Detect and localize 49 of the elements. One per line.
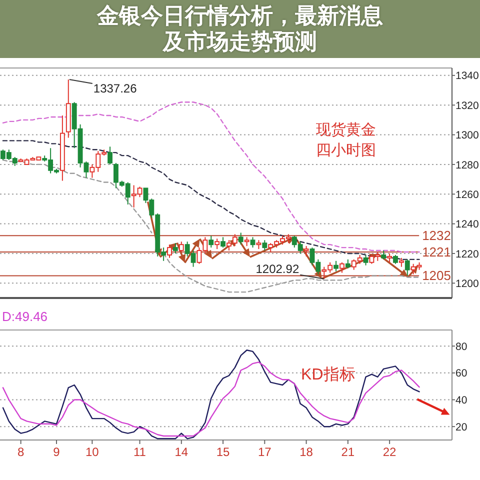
- candlestick: [340, 262, 344, 274]
- candlestick: [363, 254, 368, 266]
- y-tick-label: 1220: [456, 248, 480, 260]
- y-tick-label: 1260: [456, 188, 480, 201]
- y-tick-label: 40: [456, 394, 468, 407]
- x-tick-label: 17: [258, 445, 272, 459]
- x-tick-label: 9: [53, 445, 60, 459]
- y-tick-label: 80: [456, 340, 468, 353]
- y-tick-label: 1300: [456, 130, 480, 142]
- y-tick-label: 1320: [456, 100, 480, 112]
- candlestick: [214, 238, 220, 250]
- annotation: 1202.92: [256, 262, 300, 276]
- candlestick: [304, 246, 309, 257]
- line-series: [2, 350, 420, 440]
- x-tick-label: 14: [174, 445, 188, 459]
- y-tick-label: 60: [456, 368, 468, 380]
- annotation: 1337.26: [93, 81, 138, 96]
- annotation: 现货黄金四小时图: [316, 122, 376, 159]
- ref-line-label: 1205: [422, 268, 451, 284]
- y-tick-label: 1280: [456, 159, 480, 172]
- x-tick-label: 18: [300, 445, 314, 459]
- x-tick-label: 22: [382, 445, 397, 459]
- x-tick-label: 21: [341, 445, 355, 459]
- x-tick-label: 8: [17, 445, 24, 459]
- x-tick-label: 15: [216, 445, 230, 459]
- y-tick-label: 20: [456, 421, 468, 434]
- y-tick-label: 1240: [456, 218, 480, 231]
- annotation: KD指标: [301, 366, 356, 384]
- x-tick-label: 11: [134, 445, 146, 459]
- candlestick: [167, 244, 172, 258]
- candlestick: [404, 258, 410, 276]
- candlestick: [250, 236, 256, 248]
- candlestick: [334, 260, 338, 272]
- line-series: [2, 102, 420, 253]
- x-tick-label: 10: [86, 445, 100, 459]
- y-tick-label: 1200: [456, 278, 480, 290]
- candlestick: [238, 232, 244, 246]
- candlestick: [262, 240, 268, 252]
- chart-title: 金银今日行情分析，最新消息及市场走势预测: [96, 3, 384, 55]
- candlestick: [220, 236, 226, 248]
- candlestick: [208, 235, 214, 248]
- candlestick: [108, 146, 112, 165]
- candlestick: [178, 241, 184, 252]
- ref-line-label: 1221: [422, 244, 451, 260]
- y-tick-label: 1340: [456, 70, 480, 82]
- candlestick: [172, 242, 178, 254]
- line-series: [2, 362, 420, 437]
- text: D:49.46: [2, 309, 48, 324]
- ref-line-label: 1232: [422, 228, 451, 244]
